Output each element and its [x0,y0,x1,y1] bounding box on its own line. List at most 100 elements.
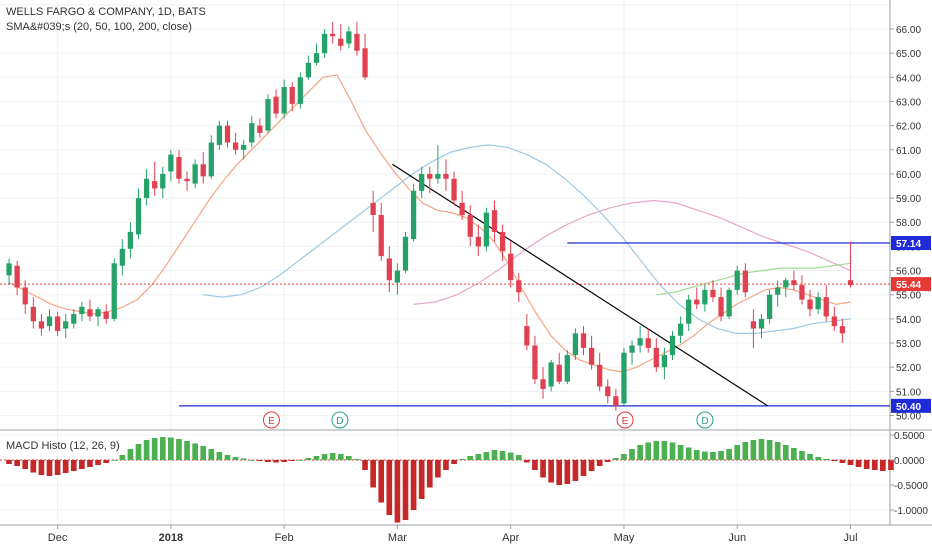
candle-25 [208,135,214,179]
candle-body-4 [38,321,45,329]
candle-6 [54,311,61,336]
candle-body-80 [653,347,659,368]
candle-14 [119,239,125,276]
candle-body-24 [200,164,206,177]
macd-bar-81 [661,441,668,460]
candle-77 [629,340,635,365]
candle-42 [346,26,352,49]
candle-84 [686,294,692,331]
price-tick-label-15: 65.00 [896,49,921,60]
price-tick-label-1: 51.00 [896,387,921,398]
candle-body-71 [580,333,587,348]
candle-body-69 [564,355,570,382]
macd-bar-72 [588,460,595,471]
macd-bar-36 [297,460,304,461]
macd-bar-14 [119,455,126,460]
macd-bar-71 [580,460,587,476]
macd-tick-label-2: -0.5000 [894,481,928,492]
candle-body-49 [402,236,409,271]
candle-15 [127,222,134,259]
candle-body-87 [710,289,716,298]
macd-bar-7 [62,460,69,473]
candle-body-104 [847,280,854,286]
candle-body-44 [362,48,368,78]
candle-body-90 [734,270,740,290]
candle-body-6 [54,316,61,331]
candle-body-55 [451,178,457,201]
candle-body-5 [46,316,53,327]
time-tick-label-2: Feb [275,532,294,544]
macd-bar-99 [807,454,813,460]
macd-bar-97 [791,448,797,460]
time-tick-label-3: Mar [388,532,407,544]
sma-100-line [413,199,851,305]
candle-body-23 [192,164,198,184]
candle-49 [402,231,409,273]
candle-36 [297,72,303,109]
candle-30 [249,115,255,148]
candle-body-40 [330,33,336,37]
candle-body-88 [718,297,724,317]
macd-bar-64 [524,460,530,463]
candle-46 [378,202,384,261]
candle-87 [710,280,716,302]
candle-85 [694,287,700,310]
event-marker-0: E [262,411,280,429]
candle-65 [532,335,538,385]
candle-33 [273,89,279,119]
sma-200-line [656,262,851,296]
macd-bar-73 [596,460,603,466]
macd-bar-74 [604,460,611,462]
candle-body-78 [637,338,643,346]
macd-bar-96 [782,445,789,460]
macd-bar-48 [394,460,401,523]
candle-body-30 [249,123,255,143]
candle-body-61 [499,231,506,252]
indicator-label: SMA&#039;s (20, 50, 100, 200, close) [6,21,192,33]
macd-bar-28 [232,457,239,460]
macd-bar-40 [329,453,336,460]
candle-body-28 [232,142,239,150]
candle-body-83 [677,323,684,336]
candle-83 [677,316,684,344]
candle-body-7 [63,321,69,329]
macd-bar-51 [418,460,425,499]
candle-18 [152,161,158,196]
candle-body-92 [750,321,757,329]
candle-body-74 [605,386,611,397]
time-tick-label-4: Apr [502,532,519,544]
macd-bar-76 [621,454,627,460]
candle-43 [354,21,360,56]
sma-50-line [203,144,851,334]
macd-bar-102 [831,460,838,461]
candle-7 [63,314,69,339]
candle-body-72 [588,347,595,365]
macd-bar-24 [200,446,207,460]
macd-bar-32 [265,460,271,462]
candle-body-65 [532,345,538,380]
candle-body-94 [766,294,773,319]
price-tick-label-12: 62.00 [896,122,921,133]
candle-41 [338,24,344,51]
macd-tick-label-0: 0.5000 [894,431,925,442]
macd-bar-17 [143,440,150,460]
candle-102 [831,306,837,331]
candle-body-98 [799,285,805,300]
event-marker-label-1: D [336,416,343,427]
candle-22 [184,171,190,191]
macd-bar-91 [742,442,749,460]
candle-3 [30,297,36,329]
chart-title: WELLS FARGO & COMPANY, 1D, BATS [6,6,206,18]
macd-bar-75 [613,458,619,460]
macd-bar-18 [151,438,158,460]
candle-69 [564,350,570,385]
candle-body-13 [111,263,117,319]
macd-bar-62 [507,452,514,460]
candle-103 [839,318,846,344]
macd-bar-43 [354,459,360,460]
macd-bar-20 [168,437,174,460]
candle-body-18 [152,181,158,189]
candle-16 [135,188,142,240]
macd-bar-54 [443,460,449,470]
candle-19 [160,166,166,199]
